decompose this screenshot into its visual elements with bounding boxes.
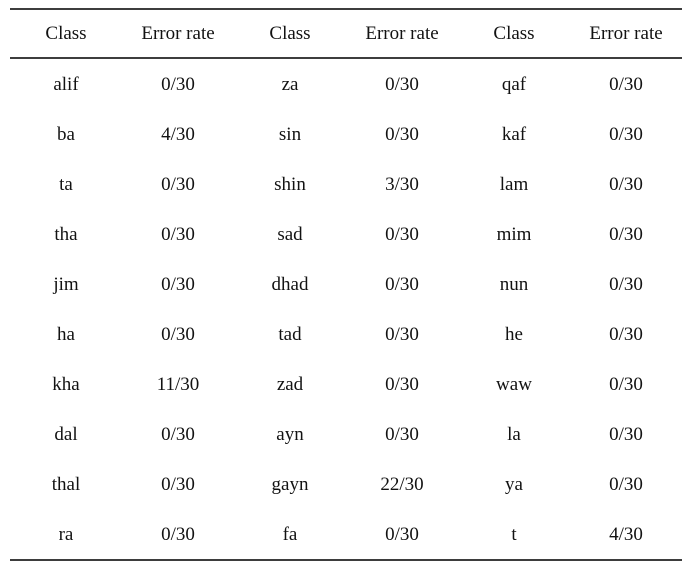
class-cell: dhad — [271, 273, 309, 295]
error-rate-cell: 0/30 — [161, 273, 195, 295]
class-cell: sin — [278, 123, 302, 145]
header-class: Class — [269, 23, 311, 44]
class-cell: kaf — [501, 123, 527, 145]
error-rate-cell: 0/30 — [609, 373, 643, 395]
header-row: Class Error rate Class Error rate Class … — [10, 9, 682, 58]
error-rate-cell: 0/30 — [385, 323, 419, 345]
error-rate-cell: 0/30 — [609, 123, 643, 145]
class-cell: dal — [54, 423, 78, 445]
error-rate-cell: 4/30 — [161, 123, 195, 145]
error-rate-cell: 0/30 — [385, 273, 419, 295]
table-row: thal 0/30 gayn 22/30 ya 0/30 — [10, 459, 682, 509]
error-rate-cell: 22/30 — [380, 473, 424, 495]
table-header: Class Error rate Class Error rate Class … — [10, 9, 682, 58]
error-rate-cell: 0/30 — [161, 173, 195, 195]
error-rate-cell: 0/30 — [609, 73, 643, 95]
class-cell: ta — [59, 173, 73, 195]
table-row: ba 4/30 sin 0/30 kaf 0/30 — [10, 109, 682, 159]
error-rate-cell: 11/30 — [156, 373, 200, 395]
error-rate-cell: 0/30 — [609, 323, 643, 345]
error-rate-cell: 3/30 — [385, 173, 419, 195]
error-rate-cell: 4/30 — [609, 523, 643, 545]
error-rate-cell: 0/30 — [161, 323, 195, 345]
header-error-rate: Error rate — [365, 23, 439, 44]
table-row: ra 0/30 fa 0/30 t 4/30 — [10, 509, 682, 560]
table-row: ta 0/30 shin 3/30 lam 0/30 — [10, 159, 682, 209]
class-cell: ha — [57, 323, 75, 345]
error-rate-cell: 0/30 — [385, 373, 419, 395]
header-class: Class — [45, 23, 87, 44]
class-cell: thal — [51, 473, 81, 495]
class-cell: tad — [278, 323, 302, 345]
header-class: Class — [493, 23, 535, 44]
class-cell: kha — [52, 373, 80, 395]
error-rate-cell: 0/30 — [609, 473, 643, 495]
error-rate-table: Class Error rate Class Error rate Class … — [10, 8, 682, 561]
class-cell: zad — [276, 373, 304, 395]
table-row: kha 11/30 zad 0/30 waw 0/30 — [10, 359, 682, 409]
class-cell: ba — [57, 123, 75, 145]
error-rate-cell: 0/30 — [609, 423, 643, 445]
table-row: ha 0/30 tad 0/30 he 0/30 — [10, 309, 682, 359]
class-cell: qaf — [501, 73, 527, 95]
error-rate-cell: 0/30 — [385, 73, 419, 95]
table-row: dal 0/30 ayn 0/30 la 0/30 — [10, 409, 682, 459]
class-cell: sad — [277, 223, 303, 245]
class-cell: fa — [282, 523, 298, 545]
class-cell: alif — [53, 73, 79, 95]
table-row: jim 0/30 dhad 0/30 nun 0/30 — [10, 259, 682, 309]
class-cell: za — [281, 73, 299, 95]
class-cell: lam — [499, 173, 529, 195]
error-rate-cell: 0/30 — [161, 73, 195, 95]
class-cell: waw — [496, 373, 532, 395]
class-cell: tha — [54, 223, 78, 245]
header-error-rate: Error rate — [589, 23, 663, 44]
header-error-rate: Error rate — [141, 23, 215, 44]
class-cell: he — [505, 323, 523, 345]
error-rate-cell: 0/30 — [161, 473, 195, 495]
class-cell: mim — [496, 223, 532, 245]
class-cell: ra — [58, 523, 74, 545]
class-cell: ayn — [276, 423, 304, 445]
class-cell: jim — [53, 273, 79, 295]
error-rate-cell: 0/30 — [609, 273, 643, 295]
error-rate-cell: 0/30 — [385, 523, 419, 545]
error-rate-cell: 0/30 — [385, 123, 419, 145]
class-cell: t — [511, 523, 517, 545]
class-cell: la — [507, 423, 521, 445]
error-rate-cell: 0/30 — [609, 223, 643, 245]
table-body: alif 0/30 za 0/30 qaf 0/30 ba 4/30 sin 0… — [10, 58, 682, 560]
class-cell: shin — [274, 173, 306, 195]
error-rate-cell: 0/30 — [161, 523, 195, 545]
table-row: alif 0/30 za 0/30 qaf 0/30 — [10, 58, 682, 109]
table-row: tha 0/30 sad 0/30 mim 0/30 — [10, 209, 682, 259]
error-rate-cell: 0/30 — [385, 423, 419, 445]
class-cell: nun — [499, 273, 529, 295]
error-rate-cell: 0/30 — [161, 423, 195, 445]
error-rate-cell: 0/30 — [161, 223, 195, 245]
error-rate-cell: 0/30 — [385, 223, 419, 245]
class-cell: gayn — [271, 473, 309, 495]
error-rate-cell: 0/30 — [609, 173, 643, 195]
class-cell: ya — [505, 473, 523, 495]
